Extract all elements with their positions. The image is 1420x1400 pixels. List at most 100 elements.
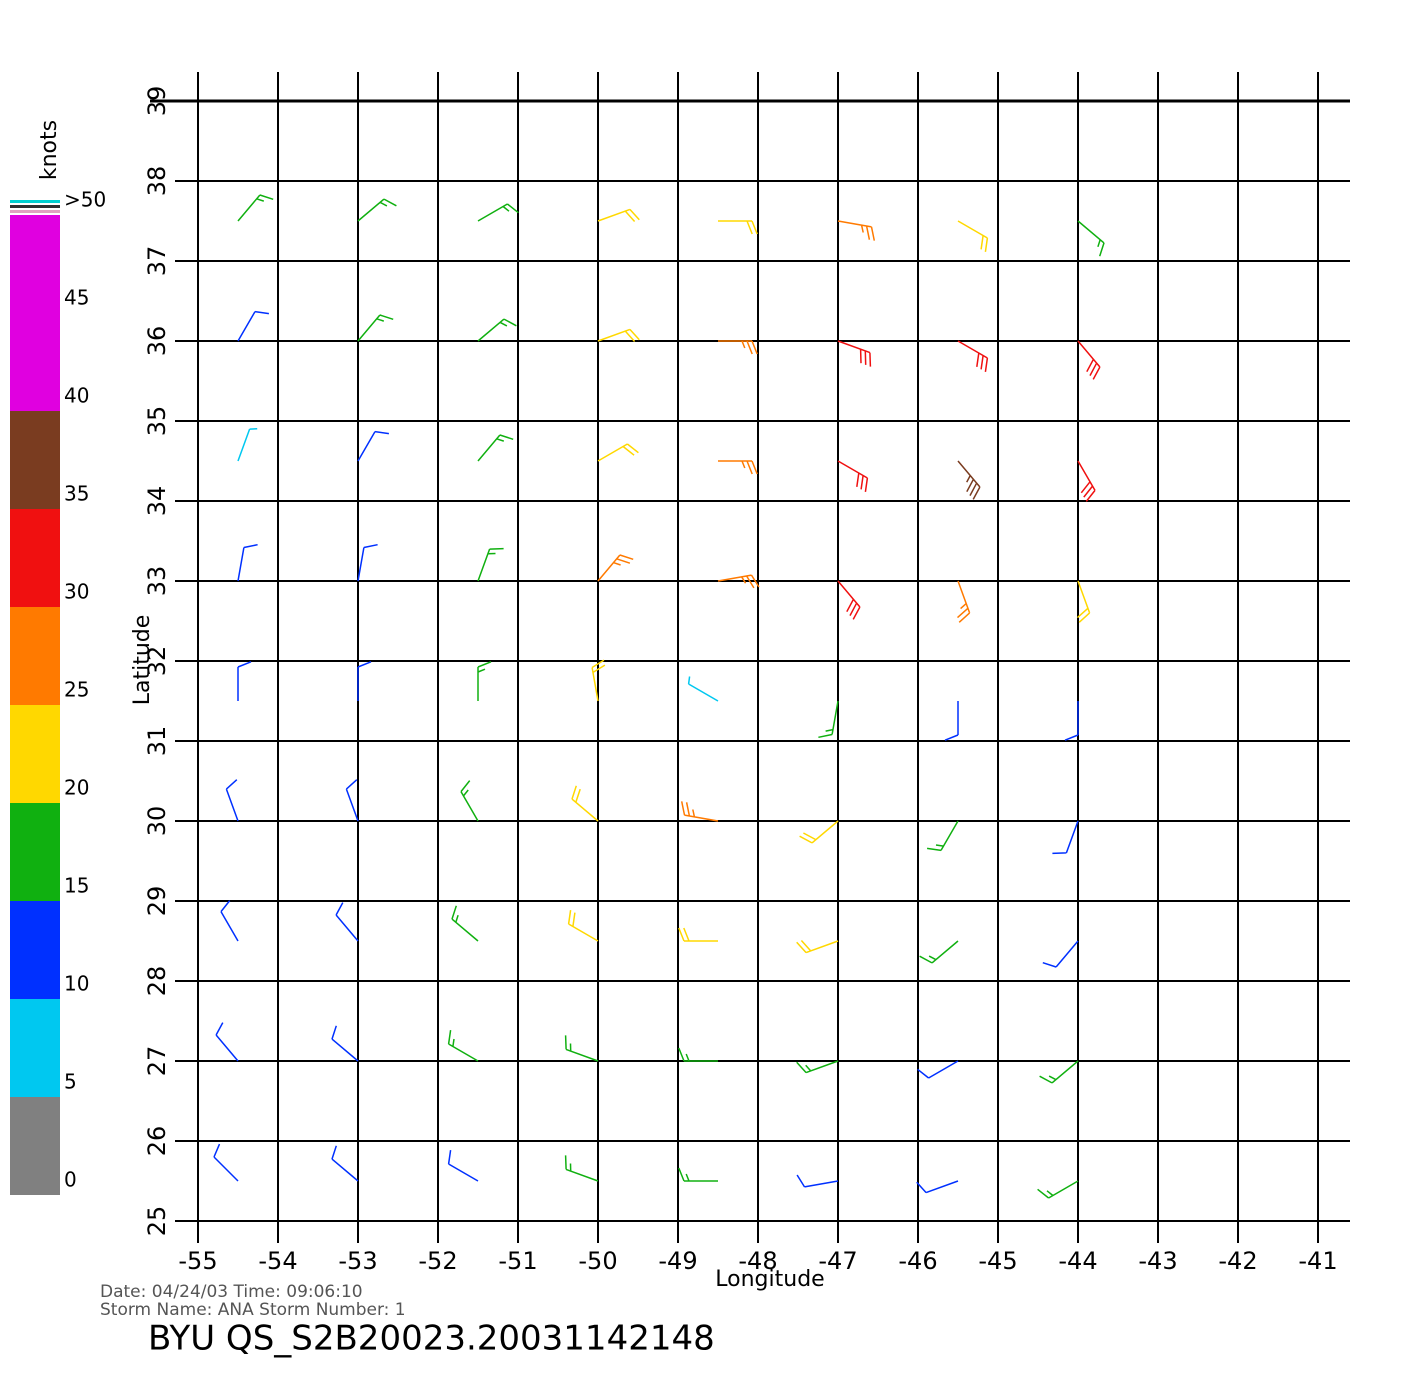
wind-barb [944,701,959,741]
wind-barb [957,340,989,373]
wind-barb [237,543,258,582]
colorbar-band [10,705,60,803]
storm-line: Storm Name: ANA Storm Number: 1 [100,1300,406,1320]
colorbar-tick-label: 45 [64,286,89,310]
wind-barb [957,460,981,500]
x-tick-label: -54 [258,1247,297,1275]
colorbar-band [10,607,60,705]
wind-barb [919,940,959,964]
wind-barb [1077,580,1091,623]
wind-barb [957,580,971,623]
wind-barb [571,785,599,822]
wind-barb [477,434,514,462]
date-line: Date: 04/24/03 Time: 09:06:10 [100,1282,363,1302]
x-axis-title: Longitude [715,1267,824,1292]
wind-barb [916,1180,959,1194]
colorbar-band [10,411,60,509]
colorbar-tick-label: 20 [64,776,89,800]
wind-barb [331,1025,359,1062]
wind-barb [837,220,876,241]
y-tick-label: 33 [143,566,171,597]
colorbar-band [10,999,60,1097]
y-tick-label: 31 [143,726,171,757]
wind-barb [237,194,274,222]
wind-barb [357,314,394,342]
wind-barb [597,443,639,462]
wind-barb [357,543,378,582]
y-tick-label: 36 [143,326,171,357]
colorbar-tick-label: 0 [64,1168,77,1192]
y-tick-label: 34 [143,486,171,517]
wind-barb [357,661,372,701]
x-tick-label: -52 [418,1247,457,1275]
wind-barb [837,340,872,367]
wind-barb [477,547,504,582]
x-tick-label: -41 [1298,1247,1337,1275]
wind-barb [460,780,479,822]
wind-barb [215,1022,239,1062]
wind-barb [1077,340,1101,380]
wind-barb [237,310,270,342]
colorbar-cap [10,200,60,203]
colorbar-band [10,509,60,607]
wind-barb [237,661,252,701]
x-tick-label: -45 [978,1247,1017,1275]
wind-barb [1042,940,1079,968]
wind-barb [917,1060,959,1079]
colorbar-band [10,901,60,999]
wind-barb [357,198,397,222]
wind-barb [335,902,359,942]
wind-barb [477,203,519,222]
wind-barb [477,661,492,701]
wind-barb [220,900,239,942]
colorbar-tick-label: 35 [64,482,89,506]
y-tick-label: 30 [143,806,171,837]
y-tick-label: 38 [143,166,171,197]
wind-barb [564,1155,599,1182]
wind-barb [477,318,517,342]
wind-barb [926,820,959,852]
wind-barb [718,340,758,355]
wind-barb [447,1029,479,1062]
wind-barb [957,220,989,253]
wind-barb [331,1145,359,1182]
wind-barb [796,940,839,954]
wind-barb [687,676,719,702]
colorbar-band [10,803,60,901]
y-tick-label: 28 [143,966,171,997]
wind-barb [678,1047,718,1062]
wind-barb [837,580,861,620]
colorbar-tick-label: 25 [64,678,89,702]
wind-barb [597,328,640,342]
x-tick-label: -43 [1138,1247,1177,1275]
y-tick-label: 25 [143,1206,171,1237]
wind-barb [718,220,758,235]
y-tick-label: 26 [143,1126,171,1157]
colorbar-tick-label: 5 [64,1070,77,1094]
colorbar-band [10,1097,60,1195]
wind-barb [1077,220,1105,257]
wind-barb [1077,460,1096,502]
colorbar-tick-label: 15 [64,874,89,898]
wind-barb [799,820,839,844]
wind-barb [237,428,258,462]
wind-barb [837,460,869,493]
x-tick-label: -49 [658,1247,697,1275]
wind-barb [357,430,390,462]
wind-barb [213,1143,239,1182]
wind-barb [818,700,839,739]
y-tick-label: 29 [143,886,171,917]
wind-barb [678,1167,718,1182]
x-tick-label: -53 [338,1247,377,1275]
y-axis-title: Latitude [130,615,155,706]
wind-barb [451,905,479,942]
title: BYU QS_S2B20023.20031142148 [148,1319,715,1359]
x-tick-label: -46 [898,1247,937,1275]
wind-barb [678,927,718,942]
wind-barb [447,1149,479,1182]
wind-barb [564,1035,599,1062]
wind-barb [717,574,760,589]
wind-barb [796,1174,839,1188]
wind-barb [1037,1180,1079,1199]
